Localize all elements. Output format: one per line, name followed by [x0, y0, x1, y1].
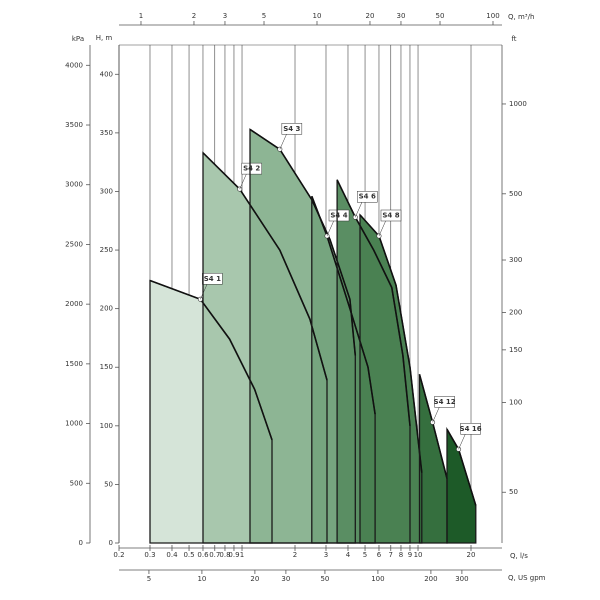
series-label: S4 6 — [359, 193, 376, 201]
series-label: S4 4 — [330, 211, 347, 219]
y2-tick-label: 300 — [509, 256, 522, 264]
y2-tick-label: 100 — [509, 398, 522, 406]
label-marker — [277, 146, 283, 152]
y-tick-label: 400 — [100, 70, 113, 78]
label-box — [357, 190, 378, 203]
x2-tick-label: 30 — [397, 12, 406, 20]
y-axis-title: H, m — [96, 34, 113, 42]
performance-curve — [359, 214, 423, 473]
y-tick-label: 50 — [104, 480, 113, 488]
y2-tick-label: 1000 — [65, 420, 83, 428]
y2-tick-label: 500 — [509, 190, 522, 198]
x-tick-label: 1 — [240, 551, 244, 559]
performance-curve — [336, 179, 411, 426]
y2-tick-label: 1000 — [509, 100, 527, 108]
y2-tick-label: 1500 — [65, 360, 83, 368]
x2-tick-label: 3 — [223, 12, 227, 20]
label-box — [281, 123, 303, 135]
x-axis-title: Q, l/s — [510, 552, 528, 560]
x2-tick-label: 2 — [192, 12, 196, 20]
x-tick-label: 3 — [324, 551, 328, 559]
x-tick-label: 9 — [408, 551, 412, 559]
x-tick-label: 8 — [399, 551, 403, 559]
coverage-area — [447, 429, 476, 543]
y-tick-label: 100 — [100, 422, 113, 430]
performance-curve — [149, 279, 273, 441]
x2-tick-label: 50 — [320, 575, 329, 583]
x-tick-label: 10 — [414, 551, 423, 559]
x2-tick-label: 5 — [262, 12, 266, 20]
x-tick-label: 20 — [467, 551, 476, 559]
x-tick-label: 5 — [363, 551, 367, 559]
x2-axis-title: Q, m³/h — [508, 13, 534, 21]
series-label: S4 16 — [460, 425, 482, 433]
label-box — [434, 396, 455, 408]
coverage-area — [419, 374, 447, 543]
x-tick-label: 0.9 — [228, 551, 239, 559]
y2-tick-label: 50 — [509, 488, 518, 496]
series-label: S4 2 — [243, 165, 260, 173]
x2-tick-label: 20 — [250, 575, 259, 583]
x-tick-label: 7 — [389, 551, 393, 559]
x2-tick-label: 20 — [366, 12, 375, 20]
x-tick-label: 0.8 — [219, 551, 230, 559]
label-box — [380, 209, 402, 222]
x2-tick-label: 1 — [139, 12, 143, 20]
x2-tick-label: 200 — [424, 575, 437, 583]
x-tick-label: 4 — [346, 551, 351, 559]
y2-tick-label: 3000 — [65, 181, 83, 189]
series-label: S4 12 — [434, 398, 456, 406]
x2-tick-label: 100 — [371, 575, 384, 583]
x2-tick-label: 5 — [147, 575, 151, 583]
x-tick-label: 0.3 — [144, 551, 155, 559]
y2-tick-label: 0 — [79, 539, 83, 547]
label-box — [460, 423, 481, 435]
x-tick-label: 0.7 — [209, 551, 220, 559]
series-label: S4 1 — [204, 275, 221, 283]
x2-tick-label: 100 — [486, 12, 499, 20]
y-tick-label: 0 — [109, 539, 113, 547]
y2-tick-label: 3500 — [65, 121, 83, 129]
x2-tick-label: 30 — [281, 575, 290, 583]
performance-curve — [202, 152, 328, 381]
x-tick-label: 2 — [293, 551, 297, 559]
y-tick-label: 250 — [100, 246, 113, 254]
x-tick-label: 0.6 — [197, 551, 209, 559]
x2-tick-label: 50 — [436, 12, 445, 20]
x2-tick-label: 10 — [313, 12, 322, 20]
x2-axis-title: Q, US gpm — [508, 574, 546, 582]
label-box — [328, 209, 350, 222]
y-tick-label: 200 — [100, 305, 113, 313]
y2-axis-title: ft — [511, 35, 516, 43]
x-tick-label: 0.2 — [113, 551, 124, 559]
x2-tick-label: 300 — [455, 575, 468, 583]
y2-tick-label: 200 — [509, 309, 522, 317]
y2-tick-label: 150 — [509, 346, 522, 354]
y2-tick-label: 2500 — [65, 240, 83, 248]
performance-curve — [311, 195, 376, 415]
x-tick-label: 0.4 — [166, 551, 178, 559]
y2-tick-label: 2000 — [65, 300, 83, 308]
y2-tick-label: 4000 — [65, 61, 83, 69]
x-tick-label: 0.5 — [183, 551, 194, 559]
series-label: S4 8 — [382, 211, 399, 219]
y-tick-label: 150 — [100, 363, 113, 371]
label-marker — [376, 233, 382, 239]
y-tick-label: 350 — [100, 129, 113, 137]
x2-tick-label: 10 — [197, 575, 206, 583]
x-tick-label: 6 — [377, 551, 382, 559]
y2-axis-title: kPa — [72, 35, 84, 43]
y-tick-label: 300 — [100, 187, 113, 195]
y2-tick-label: 500 — [70, 479, 83, 487]
series-label: S4 3 — [283, 125, 300, 133]
label-box — [241, 162, 262, 175]
